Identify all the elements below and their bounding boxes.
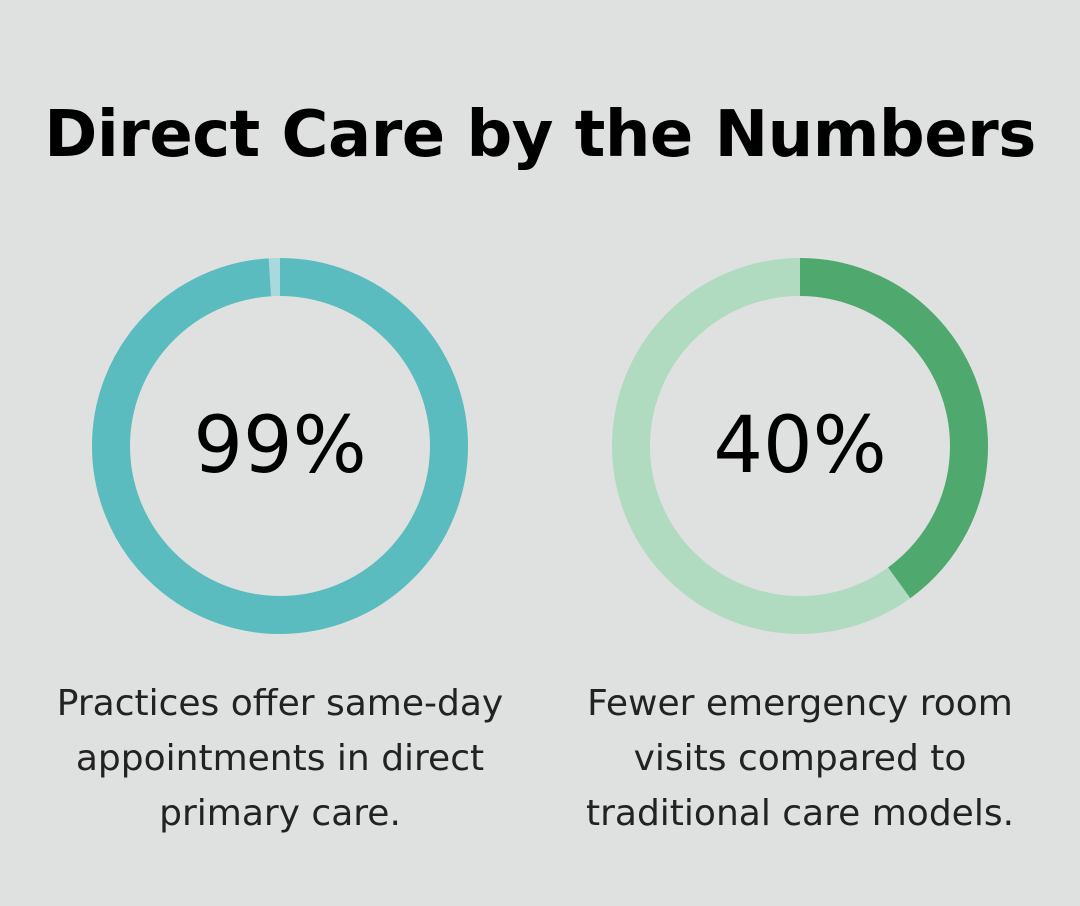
stat-value-1: 99%	[193, 401, 367, 491]
donut-chart-1: 99%	[90, 256, 470, 636]
donut-ring-1	[92, 258, 468, 634]
donut-ring-2	[612, 258, 988, 634]
stat-caption-1: Practices offer same-day appointments in…	[56, 683, 504, 834]
stat-value-2: 40%	[713, 401, 887, 491]
stat-caption-2: Fewer emergency room visits compared to …	[585, 683, 1015, 834]
page-title: Direct Care by the Numbers	[44, 98, 1036, 172]
donut-chart-2: 40%	[610, 256, 990, 636]
